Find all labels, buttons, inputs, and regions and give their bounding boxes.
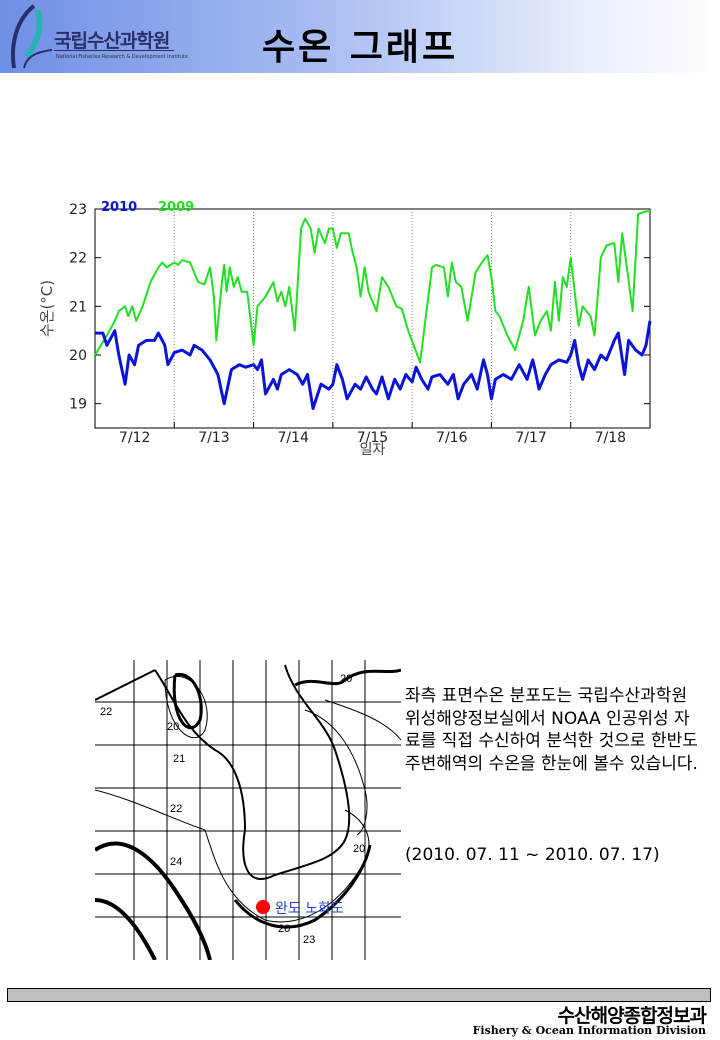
logo-text-en: National Fisheries Research & Developmen… xyxy=(56,54,188,60)
legend-entry-2010: 2010 xyxy=(101,200,137,215)
x-tick-label: 7/17 xyxy=(515,430,546,446)
contour-label: 22 xyxy=(100,706,112,718)
contour-label: 24 xyxy=(170,856,182,868)
y-tick-label: 21 xyxy=(69,299,87,315)
y-tick-label: 19 xyxy=(69,397,87,413)
division-name-en: Fishery & Ocean Information Division xyxy=(472,1024,706,1037)
x-tick-label: 7/12 xyxy=(119,430,150,446)
y-tick-label: 20 xyxy=(69,348,87,364)
coastline-contours xyxy=(93,664,402,961)
contour-label: 20 xyxy=(278,923,290,935)
logo-text-ko: 국립수산과학원 xyxy=(54,30,170,52)
location-label: 완도 노화도 xyxy=(275,901,344,917)
x-axis-label: 일자 xyxy=(360,442,386,458)
x-tick-label: 7/18 xyxy=(595,430,626,446)
fish-logo-icon xyxy=(11,4,53,69)
y-tick-label: 22 xyxy=(69,251,87,267)
page-title: 수온 그래프 xyxy=(262,27,459,68)
x-tick-label: 7/16 xyxy=(436,430,468,446)
series-line-2010 xyxy=(95,320,652,410)
contour-label: 20 xyxy=(353,843,365,855)
contour-label: 22 xyxy=(170,803,182,815)
y-axis-label: 수온(°C) xyxy=(38,280,56,337)
contour-label: 20 xyxy=(340,673,352,685)
logo-divider xyxy=(54,50,174,51)
observation-period: (2010. 07. 11 ~ 2010. 07. 17) xyxy=(405,845,660,865)
plot-frame xyxy=(94,208,651,429)
contour-label: 23 xyxy=(303,934,315,946)
footer-bar xyxy=(7,988,711,1002)
y-tick-label: 23 xyxy=(69,202,87,218)
division-name-ko: 수산해양종합정보과 xyxy=(557,1005,707,1027)
series-line-2009 xyxy=(94,210,650,364)
contour-label: 20 xyxy=(167,721,179,733)
x-tick-label: 7/14 xyxy=(277,430,309,446)
header-banner: 국립수산과학원 National Fisheries Research & De… xyxy=(0,0,720,73)
location-marker-icon xyxy=(256,900,270,914)
institute-logo: 국립수산과학원 National Fisheries Research & De… xyxy=(4,4,188,70)
x-tick-label: 7/13 xyxy=(198,430,229,446)
legend-entry-2009: 2009 xyxy=(158,200,194,215)
contour-label: 21 xyxy=(173,753,185,765)
water-temperature-chart: 19 20 21 22 23 7/12 7/13 7/14 7/15 7/16 7/17 7/18 일자… xyxy=(38,200,652,458)
map-description: 좌측 표면수온 분포도는 국립수산과학원 위성해양정보실에서 NOAA 인공위성… xyxy=(405,686,698,774)
x-tick-label: 7/15 xyxy=(357,430,388,446)
sst-map: 20 22 20 21 22 24 20 20 23 완도 노화도 xyxy=(93,660,402,961)
